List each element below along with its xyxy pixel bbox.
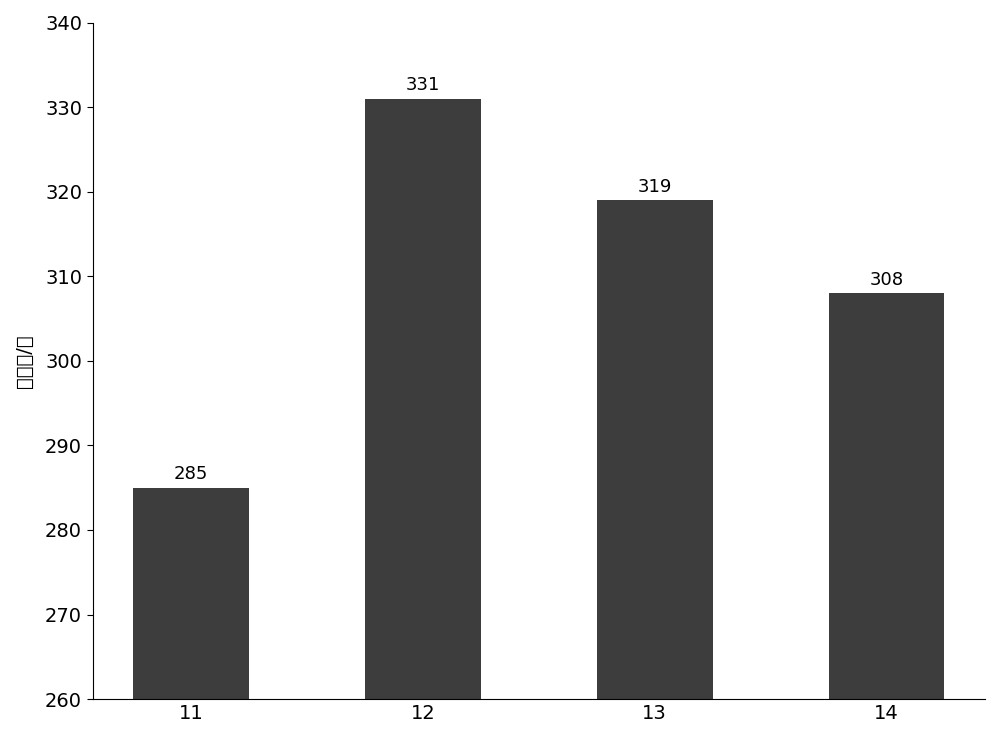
- Bar: [829, 293, 944, 738]
- Text: 308: 308: [869, 271, 904, 289]
- Bar: [597, 200, 713, 738]
- Text: 331: 331: [406, 77, 440, 94]
- Bar: [133, 488, 249, 738]
- Text: 319: 319: [637, 178, 672, 196]
- Text: 285: 285: [174, 466, 208, 483]
- Y-axis label: 诱捕量/头: 诱捕量/头: [15, 334, 34, 387]
- Bar: [365, 99, 481, 738]
